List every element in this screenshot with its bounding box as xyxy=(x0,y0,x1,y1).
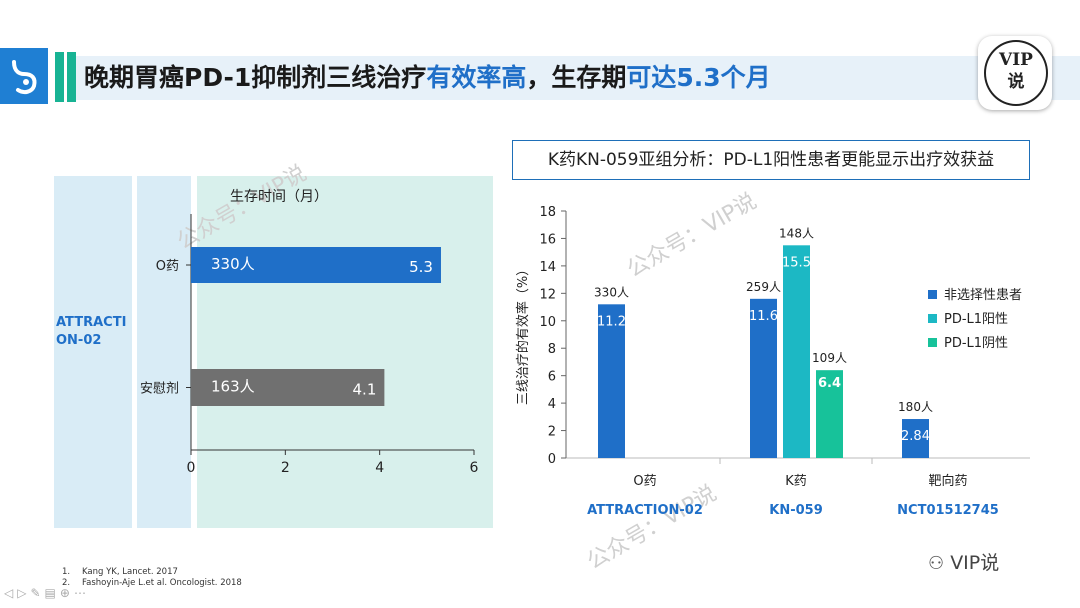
left-bar xyxy=(191,247,441,283)
page-title: 晚期胃癌PD-1抑制剂三线治疗有效率高，生存期可达5.3个月 xyxy=(84,58,771,98)
slide-nav[interactable]: ◁▷✎▤⊕⋯ xyxy=(4,586,90,600)
right-bar xyxy=(598,304,625,458)
title-part2: ，生存期 xyxy=(526,63,627,92)
right-y-tick-label: 14 xyxy=(539,260,556,275)
right-bar-count-label: 180人 xyxy=(898,400,933,414)
right-y-tick-label: 12 xyxy=(539,287,556,302)
right-y-tick-label: 8 xyxy=(548,342,556,357)
right-bar-value-label: 11.2 xyxy=(597,314,626,329)
left-x-tick-label: 2 xyxy=(281,460,290,476)
right-y-tick-label: 6 xyxy=(548,370,556,385)
legend-label: 非选择性患者 xyxy=(944,288,1022,303)
legend-label: PD-L1阳性 xyxy=(944,312,1008,327)
right-bar-value-label: 2.84 xyxy=(901,429,930,444)
title-highlight1: 有效率高 xyxy=(426,63,527,92)
right-category-label: O药 xyxy=(633,474,656,489)
right-study-label: NCT01512745 xyxy=(897,503,999,518)
title-highlight2: 可达5.3个月 xyxy=(626,63,771,92)
right-study-label: KN-059 xyxy=(769,503,823,518)
brand-label: VIP说 xyxy=(950,552,1000,574)
left-x-tick-label: 4 xyxy=(375,460,384,476)
more-icon[interactable]: ⋯ xyxy=(73,586,90,600)
right-bar-count-label: 148人 xyxy=(779,226,814,240)
stomach-icon xyxy=(12,60,37,95)
right-y-tick-label: 16 xyxy=(539,232,556,247)
right-bar xyxy=(750,298,777,458)
study-label: ATTRACTION-02 xyxy=(56,315,127,348)
reference-item: 1. Kang YK, Lancet. 2017 xyxy=(62,567,178,577)
vip-badge-logo: VIP 说 xyxy=(978,36,1052,110)
reference-item: 2. Fashoyin-Aje L.et al. Oncologist. 2018 xyxy=(62,578,242,588)
right-category-label: 靶向药 xyxy=(928,473,967,489)
brand-wechat: ⚇ VIP说 xyxy=(928,548,999,575)
subgroup-analysis-title: K药KN-059亚组分析：PD-L1阳性患者更能显示出疗效获益 xyxy=(512,140,1030,180)
right-bar-value-label: 11.6 xyxy=(749,309,778,324)
stomach-icon-box xyxy=(0,48,48,104)
right-category-label: K药 xyxy=(785,474,807,489)
right-y-tick-label: 0 xyxy=(548,452,556,467)
right-bar-value-label: 15.5 xyxy=(782,255,811,270)
badge-line1: VIP xyxy=(999,50,1033,70)
zoom-icon[interactable]: ⊕ xyxy=(59,586,74,600)
references: 1. Kang YK, Lancet. 2017 2. Fashoyin-Aje L… xyxy=(62,567,242,589)
legend-swatch xyxy=(928,338,937,347)
legend-swatch xyxy=(928,314,937,323)
legend-label: PD-L1阴性 xyxy=(944,336,1008,351)
pen-icon[interactable]: ✎ xyxy=(30,586,45,600)
right-study-label: ATTRACTION-02 xyxy=(587,503,703,518)
right-y-tick-label: 2 xyxy=(548,425,556,440)
right-bar xyxy=(902,419,929,458)
next-icon[interactable]: ▷ xyxy=(17,586,31,600)
right-bar-count-label: 330人 xyxy=(594,285,629,299)
legend-swatch xyxy=(928,290,937,299)
left-chart-title: 生存时间（月） xyxy=(230,189,328,205)
left-bar xyxy=(191,369,385,406)
right-bar xyxy=(783,245,810,458)
right-bar-value-label: 6.4 xyxy=(818,376,841,391)
left-bar-value-label: 4.1 xyxy=(353,381,377,399)
left-x-tick-label: 0 xyxy=(187,460,196,476)
right-bar-count-label: 109人 xyxy=(812,351,847,365)
right-y-axis-label: 三线治疗的有效率（%） xyxy=(515,263,531,405)
wechat-icon: ⚇ xyxy=(928,553,945,574)
study-panel xyxy=(54,176,132,528)
left-bar-count-label: 330人 xyxy=(211,255,255,273)
title-accent-stripe xyxy=(67,52,76,102)
right-y-tick-label: 4 xyxy=(548,397,556,412)
category-panel xyxy=(137,176,191,528)
left-x-tick-label: 6 xyxy=(470,460,479,476)
badge-line2: 说 xyxy=(1007,72,1025,92)
menu-icon[interactable]: ▤ xyxy=(44,586,60,600)
left-category-label: 安慰剂 xyxy=(140,382,179,397)
left-bar-count-label: 163人 xyxy=(211,378,255,396)
right-y-tick-label: 18 xyxy=(539,205,556,220)
right-bar xyxy=(816,370,843,458)
left-bar-value-label: 5.3 xyxy=(409,258,433,276)
right-bar-count-label: 259人 xyxy=(746,280,781,294)
title-background xyxy=(76,56,1080,100)
prev-icon[interactable]: ◁ xyxy=(4,586,18,600)
title-accent-stripe xyxy=(55,52,64,102)
right-y-tick-label: 10 xyxy=(539,315,556,330)
left-category-label: O药 xyxy=(156,259,179,274)
chart-panel xyxy=(197,176,493,528)
title-part1: 晚期胃癌PD-1抑制剂三线治疗 xyxy=(84,63,427,92)
